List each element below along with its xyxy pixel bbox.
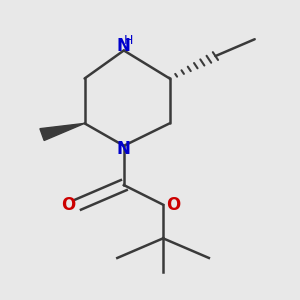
Text: O: O — [61, 196, 75, 214]
Text: N: N — [117, 37, 131, 55]
Text: N: N — [117, 140, 131, 158]
Text: O: O — [166, 196, 180, 214]
Polygon shape — [40, 123, 85, 140]
Text: H: H — [124, 34, 134, 47]
